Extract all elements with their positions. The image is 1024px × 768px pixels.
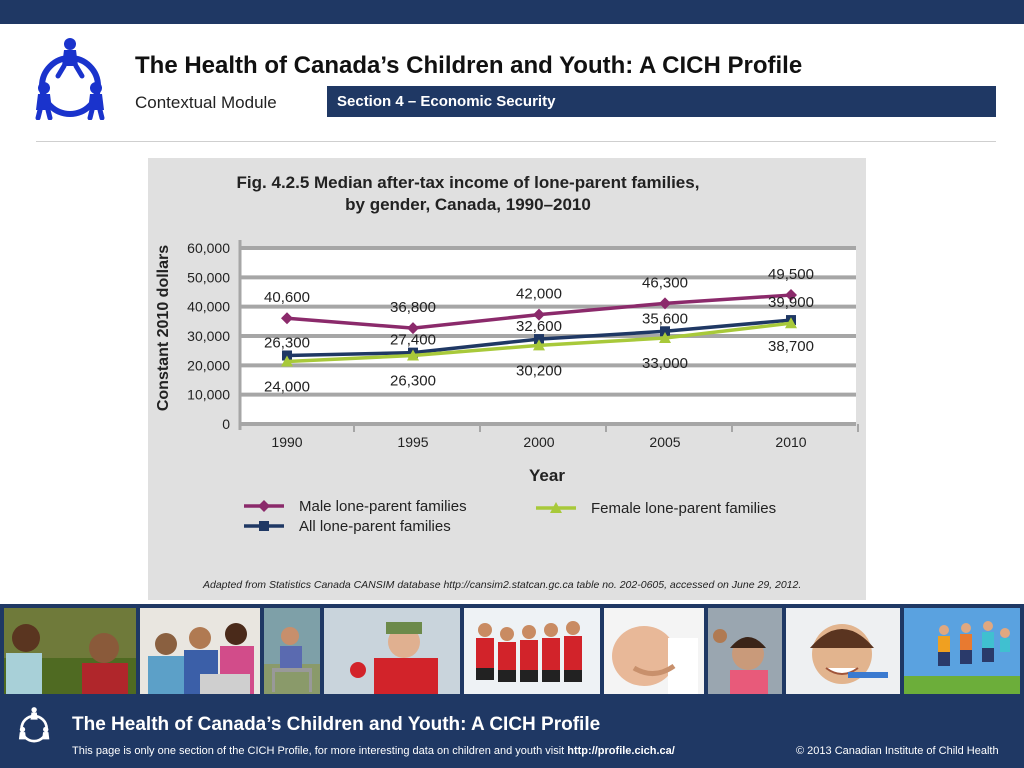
data-point bbox=[534, 334, 544, 345]
data-point bbox=[550, 502, 562, 513]
chart-title-line-2: by gender, Canada, 1990–2010 bbox=[345, 195, 591, 214]
data-label: 26,300 bbox=[390, 372, 436, 389]
data-point bbox=[785, 289, 797, 302]
data-label: 35,600 bbox=[642, 310, 688, 327]
photo-students bbox=[140, 608, 260, 694]
data-point bbox=[407, 322, 419, 335]
y-tick-label: 0 bbox=[222, 416, 230, 432]
x-tick-label: 2010 bbox=[775, 434, 806, 450]
photo-smiling-boy bbox=[786, 608, 900, 694]
footer-description: This page is only one section of the CIC… bbox=[72, 745, 568, 757]
data-point bbox=[785, 317, 797, 329]
data-label: 27,400 bbox=[390, 332, 436, 349]
data-label: 49,500 bbox=[768, 266, 814, 283]
header-divider bbox=[36, 141, 996, 142]
data-label: 40,600 bbox=[264, 289, 310, 306]
cich-logo-icon bbox=[35, 38, 105, 120]
data-point bbox=[533, 339, 545, 351]
footer-link[interactable]: http://profile.cich.ca/ bbox=[567, 745, 675, 757]
footer bbox=[0, 696, 1024, 768]
data-label: 36,800 bbox=[390, 299, 436, 316]
photo-walker bbox=[264, 608, 320, 694]
data-point bbox=[659, 332, 671, 344]
data-label: 26,300 bbox=[264, 334, 310, 351]
data-label: 33,000 bbox=[642, 355, 688, 372]
data-label: 46,300 bbox=[642, 274, 688, 291]
chart-title-line-1: Fig. 4.2.5 Median after-tax income of lo… bbox=[237, 173, 700, 192]
page-title: The Health of Canada’s Children and Yout… bbox=[135, 52, 803, 79]
data-point bbox=[407, 349, 419, 361]
legend-label: Male lone-parent families bbox=[299, 498, 467, 515]
module-subtitle: Contextual Module bbox=[135, 93, 277, 112]
data-point bbox=[281, 312, 293, 325]
photo-pregnancy bbox=[604, 608, 704, 694]
x-tick-label: 1995 bbox=[397, 434, 428, 450]
photo-soccer-team bbox=[464, 608, 600, 694]
data-label: 39,900 bbox=[768, 294, 814, 311]
photo-strip bbox=[0, 604, 1024, 696]
chart-figure: Fig. 4.2.5 Median after-tax income of lo… bbox=[148, 158, 866, 600]
footer-title: The Health of Canada’s Children and Yout… bbox=[72, 714, 601, 735]
x-axis-label: Year bbox=[529, 466, 565, 485]
y-tick-label: 50,000 bbox=[187, 269, 230, 285]
photo-winter bbox=[324, 608, 460, 694]
photo-family bbox=[4, 608, 136, 694]
footer-text: This page is only one section of the CIC… bbox=[72, 745, 675, 757]
line-chart: Fig. 4.2.5 Median after-tax income of lo… bbox=[155, 173, 859, 591]
x-tick-label: 2000 bbox=[523, 434, 554, 450]
data-point bbox=[281, 355, 293, 367]
source-note: Adapted from Statistics Canada CANSIM da… bbox=[202, 579, 801, 591]
photo-jumping-kids bbox=[904, 608, 1020, 694]
y-axis-label: Constant 2010 dollars bbox=[155, 245, 172, 411]
data-label: 42,000 bbox=[516, 286, 562, 303]
y-tick-label: 60,000 bbox=[187, 240, 230, 256]
data-point bbox=[660, 326, 670, 337]
y-tick-label: 30,000 bbox=[187, 328, 230, 344]
y-tick-label: 20,000 bbox=[187, 357, 230, 373]
x-tick-label: 1990 bbox=[271, 434, 302, 450]
top-bar bbox=[0, 0, 1024, 24]
x-tick-label: 2005 bbox=[649, 434, 680, 450]
y-tick-label: 40,000 bbox=[187, 299, 230, 315]
data-label: 38,700 bbox=[768, 338, 814, 355]
data-label: 24,000 bbox=[264, 378, 310, 395]
data-label: 30,200 bbox=[516, 362, 562, 379]
data-point bbox=[533, 308, 545, 321]
photo-classroom bbox=[708, 608, 782, 694]
data-point bbox=[259, 521, 269, 531]
section-banner: Section 4 – Economic Security bbox=[327, 86, 996, 117]
data-label: 32,600 bbox=[516, 318, 562, 335]
y-tick-label: 10,000 bbox=[187, 387, 230, 403]
data-point bbox=[258, 500, 270, 512]
legend-label: Female lone-parent families bbox=[591, 500, 776, 517]
cich-logo-icon bbox=[18, 707, 50, 743]
footer-copyright: © 2013 Canadian Institute of Child Healt… bbox=[796, 745, 999, 757]
legend-label: All lone-parent families bbox=[299, 518, 451, 535]
data-point bbox=[659, 297, 671, 310]
